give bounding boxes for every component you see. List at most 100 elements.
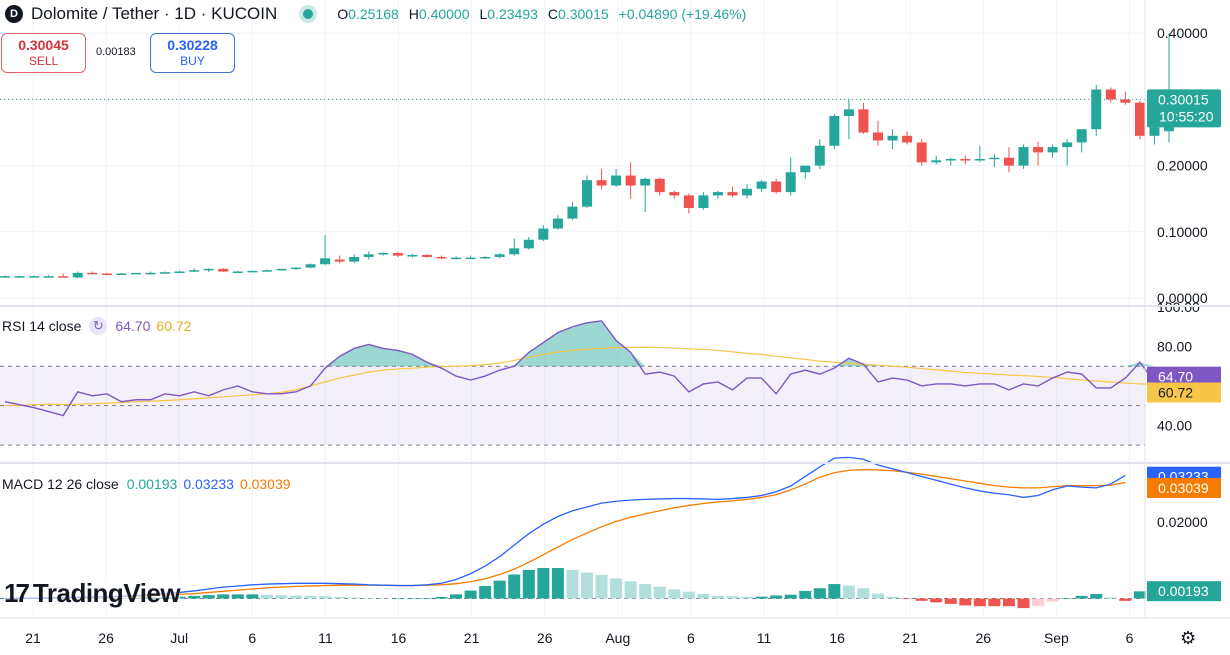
ohlc-key: C [547,6,559,22]
spread-value: 0.00183 [96,46,136,58]
tradingview-logo-icon: 17 [4,578,30,608]
candle-body [625,175,636,186]
time-tick-label: 26 [98,630,114,646]
candle-body [87,272,98,275]
candle-body [291,267,301,270]
candle-body [698,195,709,208]
macd-histogram-bar [290,595,302,599]
tradingview-logo[interactable]: 17 TradingView [4,578,181,609]
candle-body [902,135,913,143]
macd-histogram-bar [188,595,201,599]
macd-histogram-bar [726,596,739,599]
macd-histogram-bar [988,598,1001,607]
buy-button[interactable]: 0.30228 BUY [150,33,235,73]
candle-body [29,276,40,278]
candle-body [669,192,680,196]
candle-body [1149,127,1160,136]
macd-histogram-bar [697,593,710,599]
candle-body [320,258,331,265]
macd-legend[interactable]: MACD 12 26 close 0.00193 0.03233 0.03039 [0,476,291,492]
macd-histogram-bar [784,594,797,599]
candle-body [538,228,549,240]
settings-gear-icon[interactable]: ⚙ [1180,628,1197,648]
macd-histogram-bar [391,598,404,600]
candle-body [1091,89,1102,130]
macd-histogram-bar [231,594,244,599]
candle-body [887,135,898,141]
rsi-legend[interactable]: RSI 14 close ↻ 64.70 60.72 [0,317,191,335]
candle-body [451,257,462,260]
sell-label: SELL [28,54,59,68]
macd-histogram-bar [770,595,783,599]
macd-histogram-bar [624,581,637,599]
candle-body [829,115,840,146]
candle-body [392,252,403,256]
candle-body [189,270,200,272]
time-axis[interactable]: 21 26 Jul 6 11 16 21 26 Aug 6 11 16 21 26 Sep 6 [25,630,1133,646]
candle-body [945,159,956,161]
candle-body [43,276,54,278]
candle-body [494,254,505,257]
symbol-title[interactable]: Dolomite / Tether · 1D · KUCOIN [31,4,278,23]
candle-body [814,145,825,166]
candle-body [567,206,578,219]
candle-body [58,276,69,278]
rsi-tick-label: 80.00 [1157,338,1192,354]
price-tick-label: 0.20000 [1157,158,1208,174]
macd-histogram-bar [886,596,899,599]
macd-histogram-bar [319,596,332,599]
candle-body [116,273,127,276]
candle-body [363,254,374,257]
candle-body [611,175,622,186]
macd-histogram-bar [1046,598,1059,602]
ohlc-key: L [479,6,488,22]
candle-body [974,159,985,161]
sell-price: 0.30045 [18,37,69,53]
ohlc-value: 0.40000 [418,6,470,22]
candle-body [305,264,316,268]
refresh-icon[interactable]: ↻ [89,317,108,335]
macd-histogram-bar [1002,598,1015,607]
candle-body [14,276,25,278]
macd-histogram-bar [406,598,419,600]
candle-body [582,180,592,207]
candle-body [218,268,229,272]
candle-body [130,272,141,275]
candle-body [174,271,185,274]
candle-body [1120,99,1131,103]
sell-button[interactable]: 0.30045 SELL [1,33,86,73]
macd-histogram-bar [842,585,855,599]
dolomite-logo-icon: D [5,5,23,23]
time-tick-label: 21 [902,630,918,646]
time-tick-label: 16 [829,630,845,646]
rsi-ma-tag [1147,382,1221,403]
time-tick-label: Aug [605,630,630,646]
buy-label: BUY [180,54,205,68]
candle-body [858,109,869,133]
rsi-overbought-fill [5,320,1184,367]
candle-body [407,254,418,257]
macd-histogram-bar [872,593,884,599]
macd-tick-label: 0.02000 [1157,514,1208,530]
macd-histogram-bar [202,595,215,599]
macd-hist-value-label: 0.00193 [1158,583,1209,599]
candle-body [800,165,811,173]
candle-body [727,192,738,196]
price-axis[interactable]: 0.400000.300000.200000.100000.000000.300… [1147,25,1221,602]
ohlc-value: 0.23493 [487,6,538,22]
macd-signal-line [5,468,1126,600]
candle-body [683,195,694,208]
rsi-ma-label: 60.72 [1158,385,1193,401]
macd-name: MACD 12 26 close [2,476,119,492]
brand-name: TradingView [32,578,181,608]
macd-histogram-bar [1119,598,1132,601]
macd-histogram-bar [1032,598,1045,607]
candle-body [334,259,345,262]
candle-body [712,192,723,196]
macd-histogram-bar [1061,598,1074,599]
macd-histogram-bar [479,585,492,599]
rsi-line [4,320,1184,417]
candle-body [1033,147,1044,153]
candle-body [145,272,156,275]
macd-histogram-bar [493,580,506,599]
